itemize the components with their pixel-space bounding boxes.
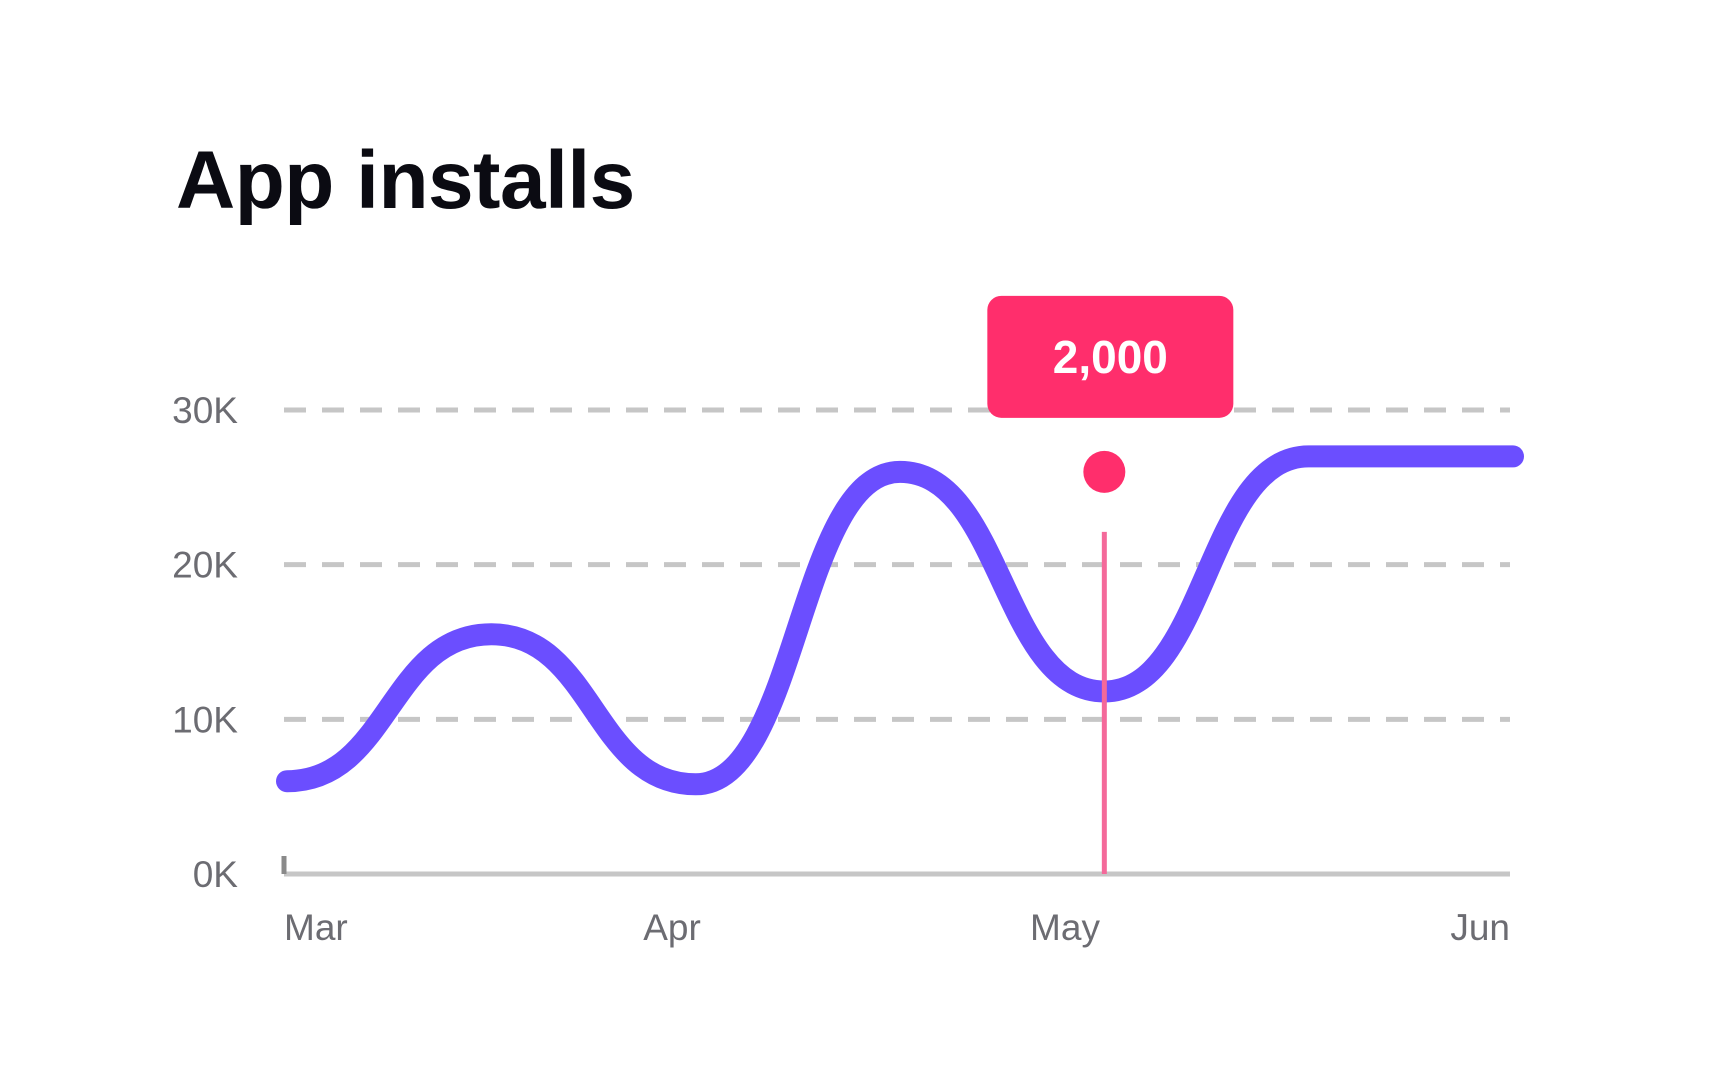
y-tick-label: 20K <box>172 545 238 586</box>
y-tick-label: 30K <box>172 390 238 431</box>
x-axis-ticks: Mar Apr May Jun <box>284 907 1510 948</box>
gridlines <box>284 407 1510 722</box>
highlight-point[interactable] <box>1083 450 1126 493</box>
highlight[interactable]: 2,000 <box>987 295 1234 874</box>
tooltip-box <box>987 295 1234 418</box>
x-axis <box>281 856 1510 877</box>
y-tick-label: 0K <box>193 854 239 895</box>
x-tick-label: May <box>1030 907 1100 948</box>
series <box>276 445 1524 796</box>
y-tick-label: 10K <box>172 699 238 740</box>
y-axis-ticks: 0K 10K 20K 30K <box>172 390 238 895</box>
x-tick-label: Apr <box>643 907 701 948</box>
x-tick-label: Mar <box>284 907 348 948</box>
installs-line <box>276 445 1524 796</box>
x-tick-label: Jun <box>1450 907 1510 948</box>
tooltip-value: 2,000 <box>1053 331 1168 383</box>
chart-title: App installs <box>176 135 635 226</box>
